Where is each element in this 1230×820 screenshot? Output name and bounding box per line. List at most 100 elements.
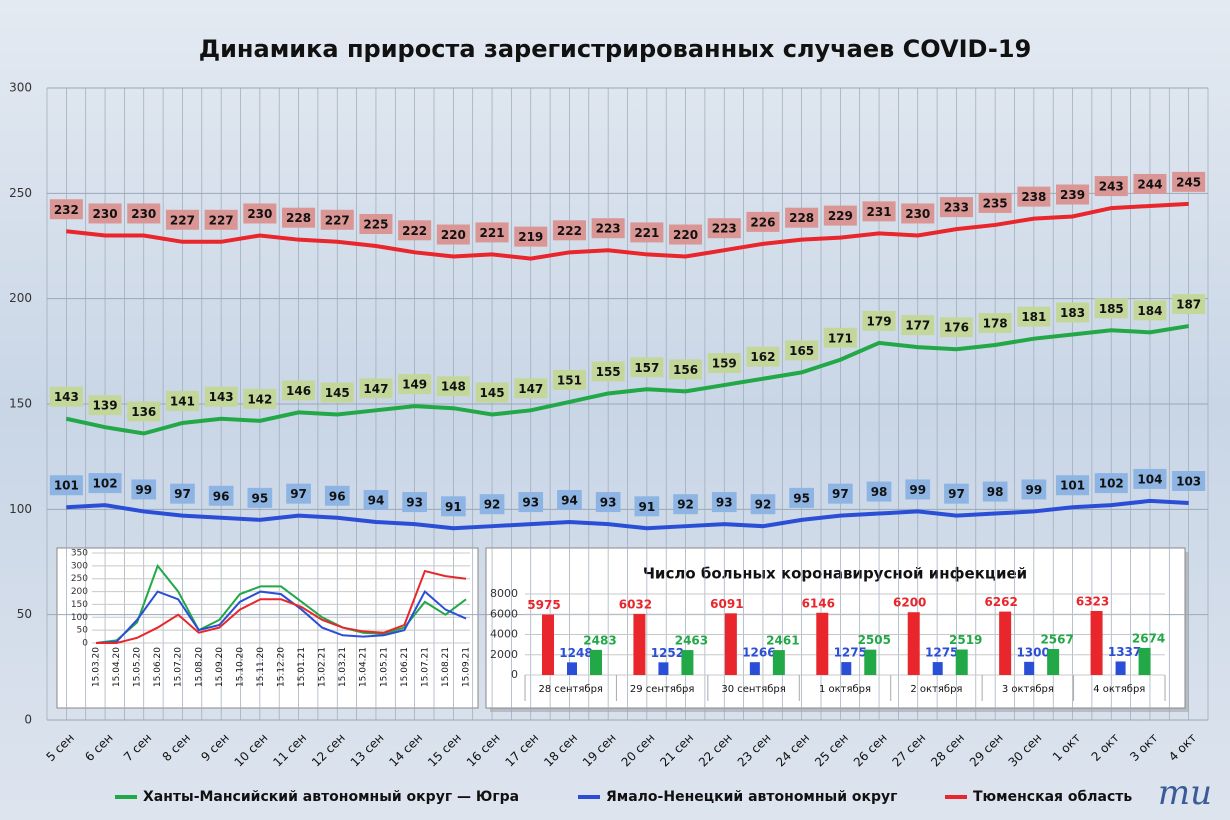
value-label: 1252: [651, 646, 684, 660]
bar: [932, 662, 943, 675]
value-label-box: [402, 492, 428, 513]
inset-frame: [485, 547, 1186, 709]
value-label: 5975: [527, 598, 560, 612]
y-tick-label: 250: [9, 186, 32, 200]
value-label: 6323: [1076, 594, 1109, 608]
value-label: 99: [135, 483, 152, 497]
value-label: 184: [1137, 304, 1162, 318]
value-label-box: [1094, 176, 1128, 197]
y-tick-label: 2000: [490, 648, 518, 661]
value-label-box: [204, 386, 238, 407]
value-label: 227: [209, 213, 234, 227]
value-label-box: [436, 376, 470, 397]
x-tick-label: 15.12.20: [277, 647, 287, 687]
value-label: 181: [1021, 310, 1046, 324]
value-label: 230: [131, 207, 156, 221]
y-tick-label: 200: [71, 587, 88, 597]
value-label: 96: [213, 489, 230, 503]
bar: [907, 612, 920, 675]
x-tick-label: 15.11.20: [256, 647, 266, 687]
value-label-box: [518, 492, 544, 513]
x-tick-label: 15.03.20: [92, 647, 102, 687]
value-label-box: [1056, 475, 1090, 496]
value-label: 6200: [893, 596, 926, 610]
value-label: 232: [54, 203, 79, 217]
bar: [864, 649, 877, 675]
value-label-box: [944, 483, 969, 504]
value-label: 6091: [710, 597, 743, 611]
value-label: 149: [402, 378, 427, 392]
value-label-box: [669, 224, 703, 245]
value-label: 220: [441, 228, 466, 242]
bar: [542, 614, 554, 675]
y-tick-label: 0: [82, 639, 88, 649]
value-label-box: [827, 483, 853, 504]
value-label-box: [440, 496, 466, 517]
value-label-box: [436, 224, 470, 245]
value-label-box: [711, 492, 737, 513]
x-tick-label: 15.06.20: [153, 647, 163, 687]
value-label-box: [1133, 300, 1167, 321]
value-label-box: [707, 353, 741, 374]
line: [66, 498, 1189, 531]
value-label: 230: [247, 207, 272, 221]
value-label-box: [363, 489, 389, 510]
value-label: 93: [406, 496, 423, 510]
value-label-box: [785, 340, 819, 361]
value-label: 159: [712, 357, 737, 371]
value-label: 220: [673, 228, 698, 242]
value-label: 177: [905, 319, 930, 333]
value-label: 97: [174, 487, 191, 501]
logo: mu: [1158, 773, 1212, 813]
value-label: 1337: [1108, 645, 1141, 659]
value-label: 2505: [858, 633, 891, 647]
x-tick-label: 15.10.20: [235, 647, 245, 687]
value-label-box: [978, 313, 1012, 334]
value-label-box: [49, 199, 83, 220]
value-label-box: [88, 203, 122, 224]
value-label: 143: [209, 390, 234, 404]
value-label-box: [901, 203, 935, 224]
x-tick-label: 15.09.21: [462, 647, 472, 687]
value-label: 142: [247, 392, 272, 406]
value-label-box: [170, 483, 195, 504]
value-label: 146: [286, 384, 311, 398]
value-label: 97: [948, 487, 965, 501]
value-label: 6146: [802, 596, 835, 610]
value-label: 221: [634, 226, 659, 240]
line: [65, 324, 1189, 436]
value-label-box: [88, 395, 122, 416]
x-tick-label: 2 октября: [910, 684, 962, 695]
value-label: 187: [1176, 298, 1201, 312]
value-label: 92: [484, 498, 501, 512]
value-label: 1266: [742, 646, 775, 660]
x-tick-label: 15.02.21: [318, 647, 328, 687]
y-tick-label: 0: [511, 668, 518, 681]
bar: [567, 662, 577, 675]
legend-label: Ханты-Мансийский автономный округ — Югра: [143, 789, 519, 805]
value-label: 226: [750, 215, 775, 229]
value-label: 101: [54, 479, 79, 493]
bar: [658, 662, 669, 675]
x-tick-label: 15.04.20: [112, 647, 122, 687]
value-label-box: [595, 492, 621, 513]
x-tick-label: 30 сентября: [721, 684, 785, 695]
value-label: 227: [325, 213, 350, 227]
bar: [1115, 661, 1126, 675]
legend-label: Ямало-Ненецкий автономный округ: [606, 789, 897, 805]
value-label: 228: [286, 211, 311, 225]
value-label-box: [131, 479, 157, 500]
value-label: 91: [445, 500, 462, 514]
value-label: 183: [1060, 306, 1085, 320]
value-label-box: [630, 357, 664, 378]
value-label: 229: [828, 209, 853, 223]
value-label: 2461: [766, 634, 799, 648]
value-label-box: [479, 494, 505, 515]
bar: [999, 611, 1012, 675]
value-label: 156: [673, 363, 698, 377]
value-label: 165: [789, 344, 814, 358]
y-tick-label: 200: [9, 291, 32, 305]
value-label-box: [901, 315, 935, 336]
value-label-box: [982, 481, 1008, 502]
